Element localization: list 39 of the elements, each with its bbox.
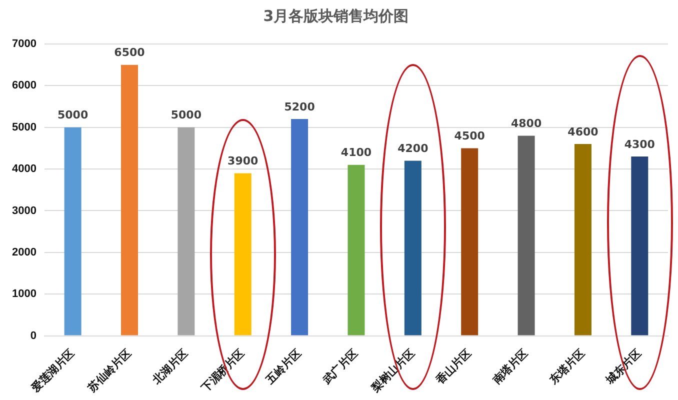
bar [461,148,478,336]
x-tick-label: 爱莲湖片区 [28,346,78,396]
bar [120,64,138,336]
data-label: 4500 [454,130,486,143]
y-tick-label: 2000 [12,246,36,258]
data-label: 6500 [114,46,146,60]
bar [631,156,648,336]
x-tick-label: 香山片区 [432,346,474,388]
y-tick-label: 5000 [12,121,36,134]
x-tick-label: 北湖片区 [149,346,190,388]
bar [574,144,592,336]
x-tick-label: 南塔片区 [490,346,531,388]
x-tick-label: 五岭片区 [262,346,304,388]
data-label: 5200 [284,100,316,114]
bar [178,127,195,336]
data-label: 4600 [568,125,599,138]
data-label: 5000 [170,108,202,122]
bar [234,173,252,336]
data-label: 4800 [510,117,542,130]
data-label: 4100 [340,146,372,160]
y-tick-label: 4000 [12,163,36,176]
y-tick-label: 0 [30,330,36,342]
y-tick-label: 1000 [12,288,36,300]
chart-title: 3月各版块销售均价图 [263,6,409,25]
y-tick-label: 3000 [12,204,36,217]
bar [348,164,365,336]
data-label: 4300 [624,138,656,151]
bar [291,119,308,336]
bar [518,136,535,336]
bar [404,160,422,336]
data-label: 4200 [398,142,429,156]
bar [64,127,82,336]
y-tick-label: 7000 [12,38,36,50]
x-tick-label: 武广片区 [319,346,360,388]
x-tick-label: 苏仙岭片区 [84,346,134,396]
y-tick-label: 6000 [12,80,36,92]
data-label: 3900 [228,154,259,168]
x-tick-label: 东塔片区 [546,346,588,388]
data-label: 5000 [58,108,88,122]
